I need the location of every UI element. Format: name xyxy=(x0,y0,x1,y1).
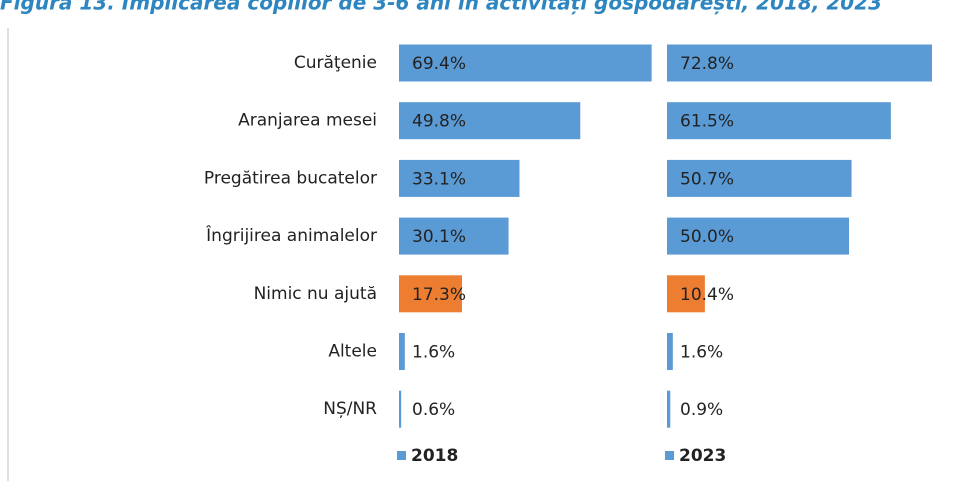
bar xyxy=(667,217,850,255)
category-label: Pregătirea bucatelor xyxy=(204,168,377,188)
bar xyxy=(667,333,673,370)
bar xyxy=(399,159,520,197)
bar xyxy=(399,44,652,82)
value-label: 49.8% xyxy=(412,112,466,132)
value-label: 72.8% xyxy=(680,54,734,74)
bar xyxy=(667,275,705,313)
value-label: 0.9% xyxy=(680,400,723,420)
value-label: 33.1% xyxy=(412,169,466,189)
category-label: Curăţenie xyxy=(294,53,377,73)
value-label: 50.0% xyxy=(680,227,734,247)
legend-swatch xyxy=(665,451,674,460)
legend-label: 2023 xyxy=(679,446,726,466)
bar xyxy=(399,390,402,428)
bar xyxy=(399,275,462,313)
category-label: Aranjarea mesei xyxy=(238,111,377,131)
legend-swatch xyxy=(397,451,406,460)
category-label: Altele xyxy=(328,342,377,362)
bar xyxy=(399,333,405,370)
bar xyxy=(667,390,671,428)
category-label: NȘ/NR xyxy=(323,399,377,419)
bar xyxy=(399,217,509,255)
value-label: 30.1% xyxy=(412,227,466,247)
bar xyxy=(667,102,891,140)
category-label: Îngrijirea animalelor xyxy=(205,224,377,246)
bar xyxy=(667,44,932,82)
bar xyxy=(399,102,581,140)
value-label: 61.5% xyxy=(680,112,734,132)
value-label: 10.4% xyxy=(680,285,734,305)
value-label: 69.4% xyxy=(412,54,466,74)
value-label: 1.6% xyxy=(680,343,723,363)
value-label: 17.3% xyxy=(412,285,466,305)
value-label: 1.6% xyxy=(412,343,455,363)
chart-title: Figura 13. Implicarea copiilor de 3-6 an… xyxy=(0,0,882,15)
legend-label: 2018 xyxy=(411,446,458,466)
category-label: Nimic nu ajută xyxy=(254,284,377,304)
bar xyxy=(667,159,852,197)
value-label: 0.6% xyxy=(412,400,455,420)
value-label: 50.7% xyxy=(680,169,734,189)
